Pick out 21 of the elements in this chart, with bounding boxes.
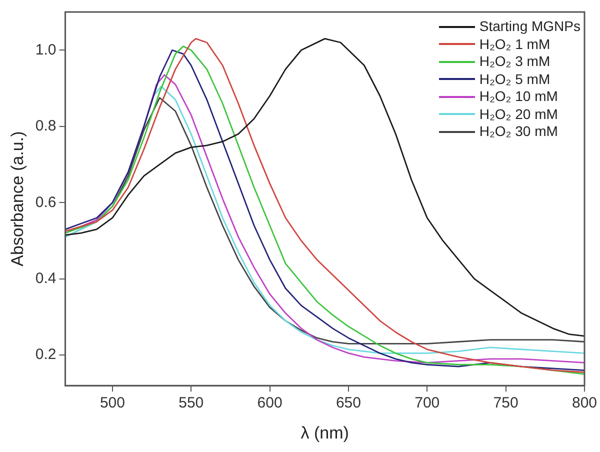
x-tick-label: 800 — [572, 394, 597, 412]
legend-label: H₂O₂ 20 mM — [479, 106, 558, 123]
y-tick-label: 0.8 — [35, 118, 56, 135]
x-tick-label: 650 — [336, 394, 361, 412]
y-tick-label: 0.4 — [35, 270, 56, 287]
legend-label: H₂O₂ 10 mM — [479, 88, 558, 106]
legend-label: Starting MGNPs — [479, 18, 580, 36]
legend-label: H₂O₂ 5 mM — [479, 70, 550, 88]
x-tick-label: 700 — [414, 394, 440, 412]
y-tick-label: 0.2 — [35, 346, 56, 364]
x-tick-label: 500 — [100, 394, 125, 412]
x-axis-title: λ (nm) — [300, 423, 349, 442]
y-tick-label: 0.6 — [35, 194, 56, 211]
y-tick-label: 1.0 — [35, 41, 56, 58]
legend-label: H₂O₂ 30 mM — [479, 123, 558, 140]
x-tick-label: 600 — [257, 394, 282, 412]
legend-label: H₂O₂ 3 mM — [479, 53, 550, 70]
x-tick-label: 550 — [178, 394, 204, 412]
y-axis-title: Absorbance (a.u.) — [8, 131, 27, 266]
x-tick-label: 750 — [493, 394, 518, 412]
legend-label: H₂O₂ 1 mM — [479, 36, 550, 53]
